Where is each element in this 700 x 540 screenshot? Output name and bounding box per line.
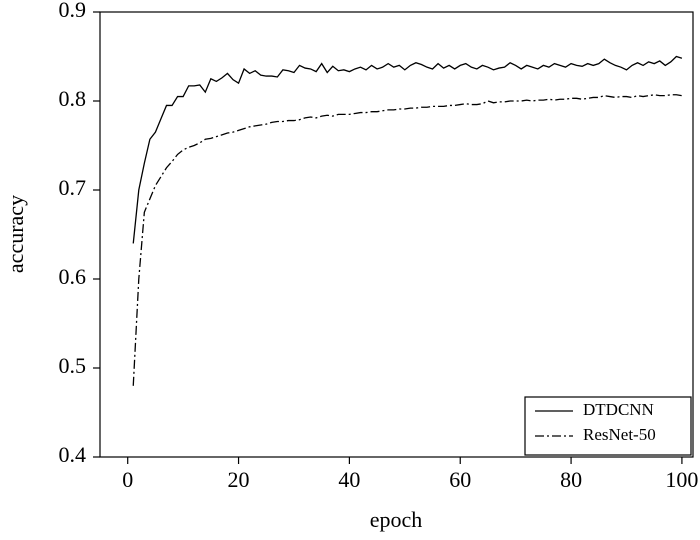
series-line [132,94,683,386]
x-tick-label: 80 [560,467,582,492]
plot-frame [99,11,694,458]
y-tick-label: 0.4 [59,442,87,467]
x-tick-label: 40 [338,467,360,492]
x-axis-label: epoch [370,507,423,532]
x-tick-label: 0 [122,467,133,492]
y-tick-label: 0.6 [59,264,87,289]
legend-box [524,396,692,456]
x-tick-label: 20 [228,467,250,492]
legend-label: DTDCNN [583,400,654,419]
y-axis-label: accuracy [3,195,28,273]
y-tick-label: 0.5 [59,353,87,378]
legend-label: ResNet-50 [583,425,656,444]
series-line [132,55,683,244]
x-tick-label: 100 [665,467,698,492]
y-tick-label: 0.7 [59,175,87,200]
y-tick-label: 0.9 [59,0,87,22]
x-tick-label: 60 [449,467,471,492]
y-tick-label: 0.8 [59,86,87,111]
